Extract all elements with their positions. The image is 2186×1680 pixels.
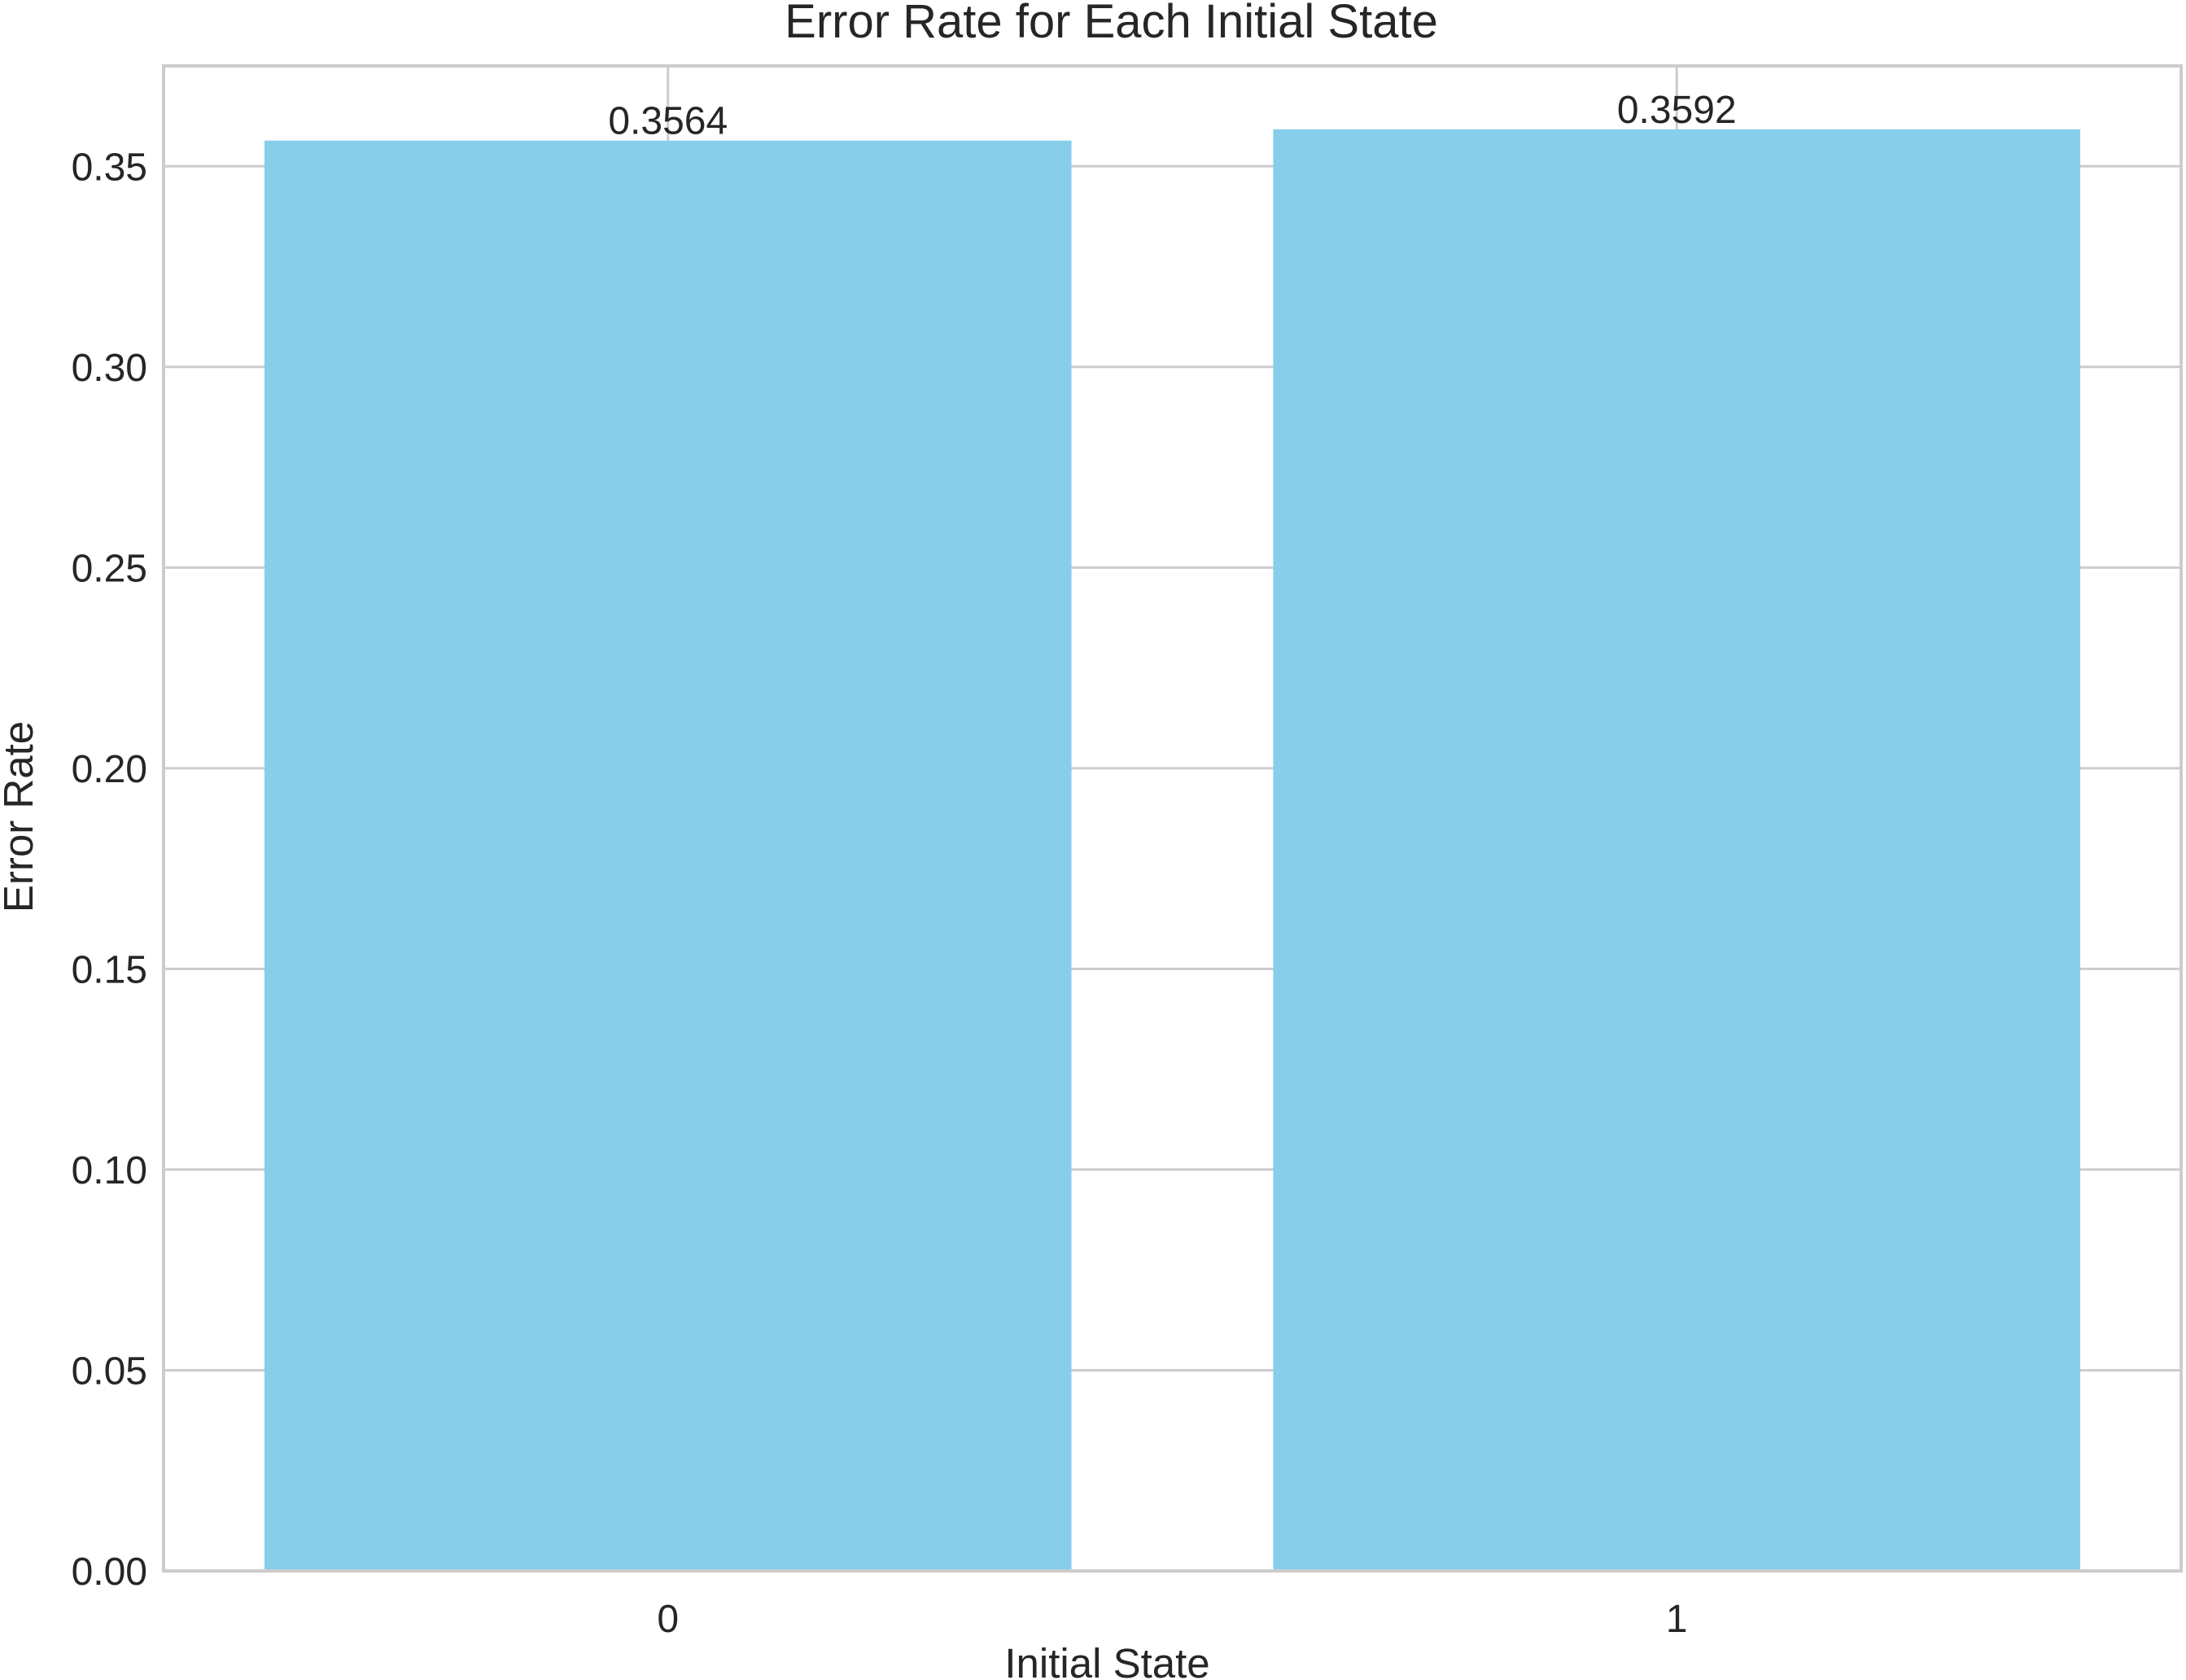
bar-1: [1273, 129, 2081, 1571]
y-tick-label: 0.35: [72, 146, 147, 189]
y-axis-ticks: 0.00 0.05 0.10 0.15 0.20 0.25 0.30 0.35: [72, 146, 147, 1594]
plot-frame: [162, 64, 2183, 1573]
y-tick-label: 0.05: [72, 1350, 147, 1393]
y-tick-label: 0.10: [72, 1149, 147, 1192]
y-axis-title: Error Rate: [0, 721, 42, 912]
y-tick-label: 0.25: [72, 547, 147, 590]
y-tick-label: 0.20: [72, 748, 147, 791]
x-tick-label: 1: [1666, 1598, 1688, 1641]
bars: [264, 129, 2081, 1571]
bar-value-label-1: 0.3592: [1617, 89, 1737, 132]
bar-value-label-0: 0.3564: [608, 100, 728, 143]
y-tick-label: 0.00: [72, 1551, 147, 1594]
bar-0: [264, 140, 1072, 1571]
x-tick-label: 0: [657, 1598, 679, 1641]
chart-title: Error Rate for Each Initial State: [785, 0, 1438, 48]
y-tick-label: 0.15: [72, 948, 147, 991]
x-axis-title: Initial State: [1004, 1640, 1209, 1680]
y-tick-label: 0.30: [72, 347, 147, 390]
bar-value-labels: 0.3564 0.3592: [608, 89, 1736, 143]
